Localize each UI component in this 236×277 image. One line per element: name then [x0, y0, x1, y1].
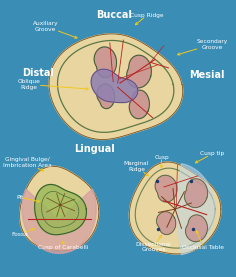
Text: Cusp: Cusp: [154, 155, 169, 168]
Polygon shape: [175, 164, 215, 255]
Text: Cusp of Carabelli: Cusp of Carabelli: [38, 241, 89, 250]
Text: Secondary
Groove: Secondary Groove: [177, 39, 228, 55]
Text: Lingual: Lingual: [74, 144, 114, 154]
Polygon shape: [20, 166, 99, 251]
Polygon shape: [156, 212, 176, 235]
Text: Dissectional
Grooves: Dissectional Grooves: [136, 235, 172, 252]
Polygon shape: [49, 34, 183, 140]
Text: Fossa: Fossa: [12, 228, 34, 237]
Polygon shape: [91, 69, 138, 103]
Text: Cusp Ridge: Cusp Ridge: [130, 13, 164, 25]
Text: Mesial: Mesial: [189, 70, 225, 80]
Polygon shape: [185, 179, 208, 207]
Polygon shape: [22, 189, 96, 253]
Text: Pit: Pit: [16, 195, 40, 202]
Polygon shape: [94, 47, 117, 78]
Text: Occlusal Table: Occlusal Table: [182, 231, 224, 250]
Text: Gingival Bulge/
Imbrication Area: Gingival Bulge/ Imbrication Area: [3, 158, 52, 171]
Polygon shape: [129, 162, 221, 254]
Text: Buccal: Buccal: [96, 10, 132, 20]
Polygon shape: [35, 184, 86, 235]
Polygon shape: [129, 90, 149, 119]
Text: Oblique
Ridge: Oblique Ridge: [18, 79, 88, 90]
Polygon shape: [127, 55, 151, 88]
Polygon shape: [185, 215, 207, 242]
Text: Marginal
Ridge: Marginal Ridge: [124, 161, 149, 176]
Polygon shape: [97, 84, 115, 109]
Text: Auxiliary
Groove: Auxiliary Groove: [33, 21, 77, 38]
Text: Cusp tip: Cusp tip: [195, 151, 224, 163]
Polygon shape: [155, 175, 177, 202]
Text: Distal: Distal: [22, 68, 54, 78]
